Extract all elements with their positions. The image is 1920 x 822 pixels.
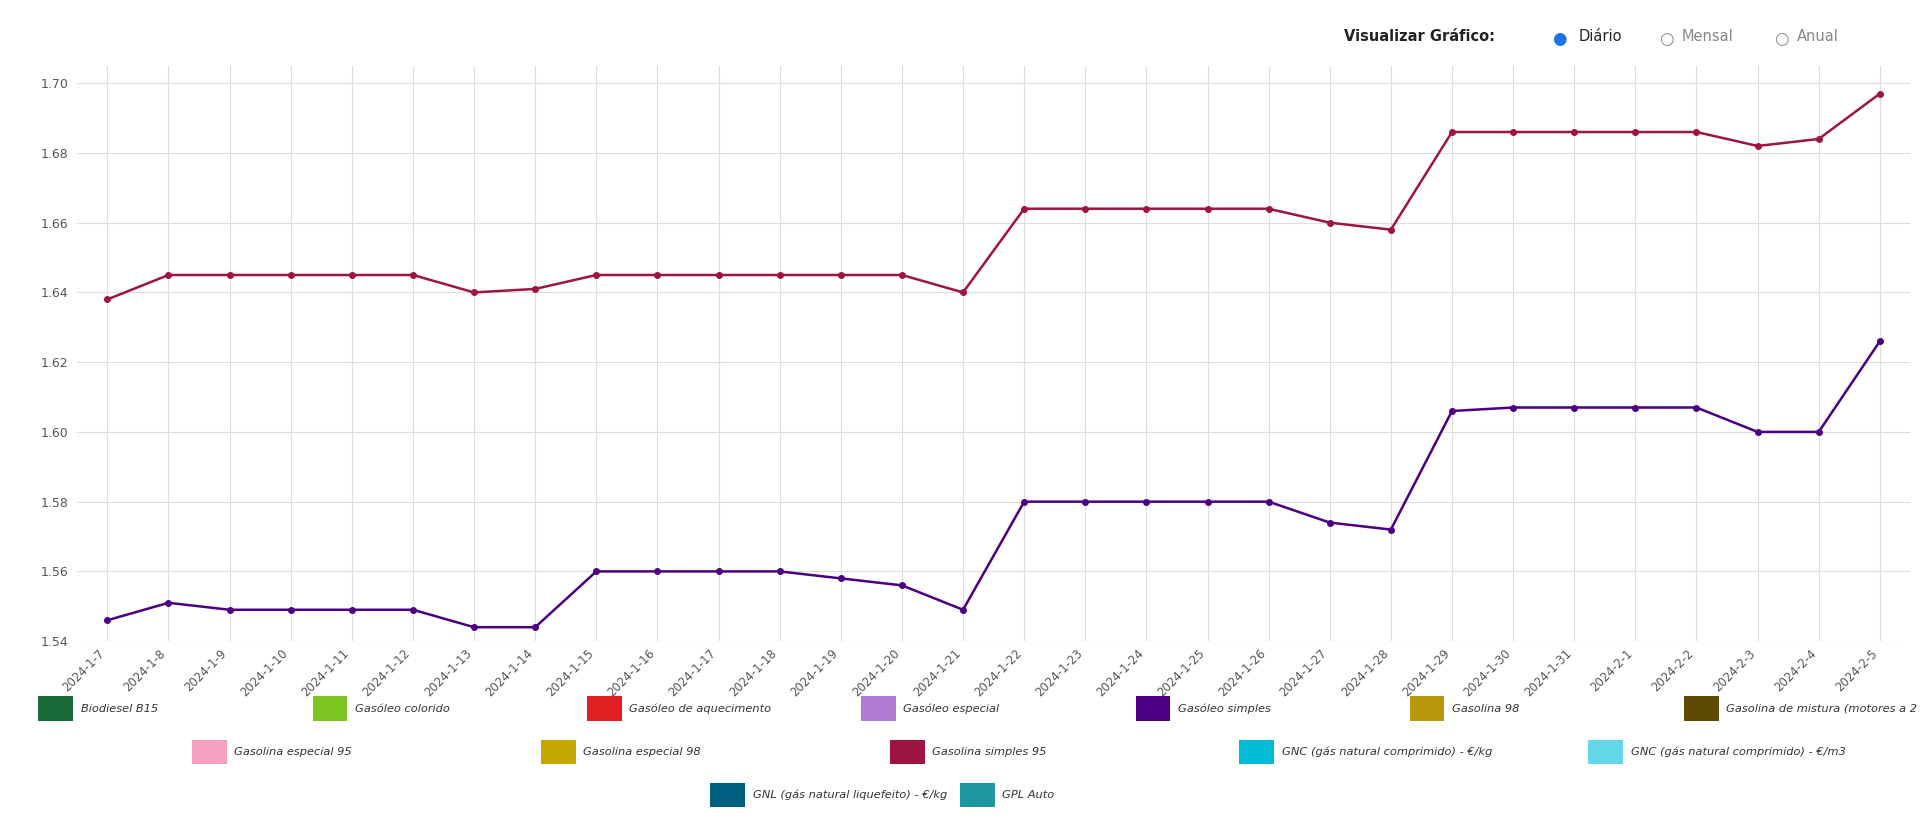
- Text: Gasolina de mistura (motores a 2 tempos): Gasolina de mistura (motores a 2 tempos): [1726, 704, 1920, 713]
- Text: Gasolina especial 98: Gasolina especial 98: [584, 747, 701, 757]
- Text: Visualizar Gráfico:: Visualizar Gráfico:: [1344, 29, 1496, 44]
- Text: GNC (gás natural comprimido) - €/m3: GNC (gás natural comprimido) - €/m3: [1630, 747, 1845, 757]
- Text: Gasóleo de aquecimento: Gasóleo de aquecimento: [630, 704, 772, 713]
- Text: Diário: Diário: [1578, 29, 1622, 44]
- Text: Biodiesel B15: Biodiesel B15: [81, 704, 157, 713]
- Text: Mensal: Mensal: [1682, 29, 1734, 44]
- Text: Gasolina especial 95: Gasolina especial 95: [234, 747, 351, 757]
- Text: Gasolina simples 95: Gasolina simples 95: [933, 747, 1046, 757]
- Text: GPL Auto: GPL Auto: [1002, 790, 1054, 800]
- Text: ●: ●: [1551, 30, 1567, 48]
- Text: ○: ○: [1659, 30, 1674, 48]
- Text: Gasolina 98: Gasolina 98: [1452, 704, 1519, 713]
- Text: GNL (gás natural liquefeito) - €/kg: GNL (gás natural liquefeito) - €/kg: [753, 790, 947, 800]
- Text: ○: ○: [1774, 30, 1789, 48]
- Text: GNC (gás natural comprimido) - €/kg: GNC (gás natural comprimido) - €/kg: [1281, 747, 1492, 757]
- Text: Gasóleo especial: Gasóleo especial: [904, 704, 1000, 713]
- Text: Gasóleo simples: Gasóleo simples: [1177, 704, 1271, 713]
- Text: Gasóleo colorido: Gasóleo colorido: [355, 704, 449, 713]
- Text: Anual: Anual: [1797, 29, 1839, 44]
